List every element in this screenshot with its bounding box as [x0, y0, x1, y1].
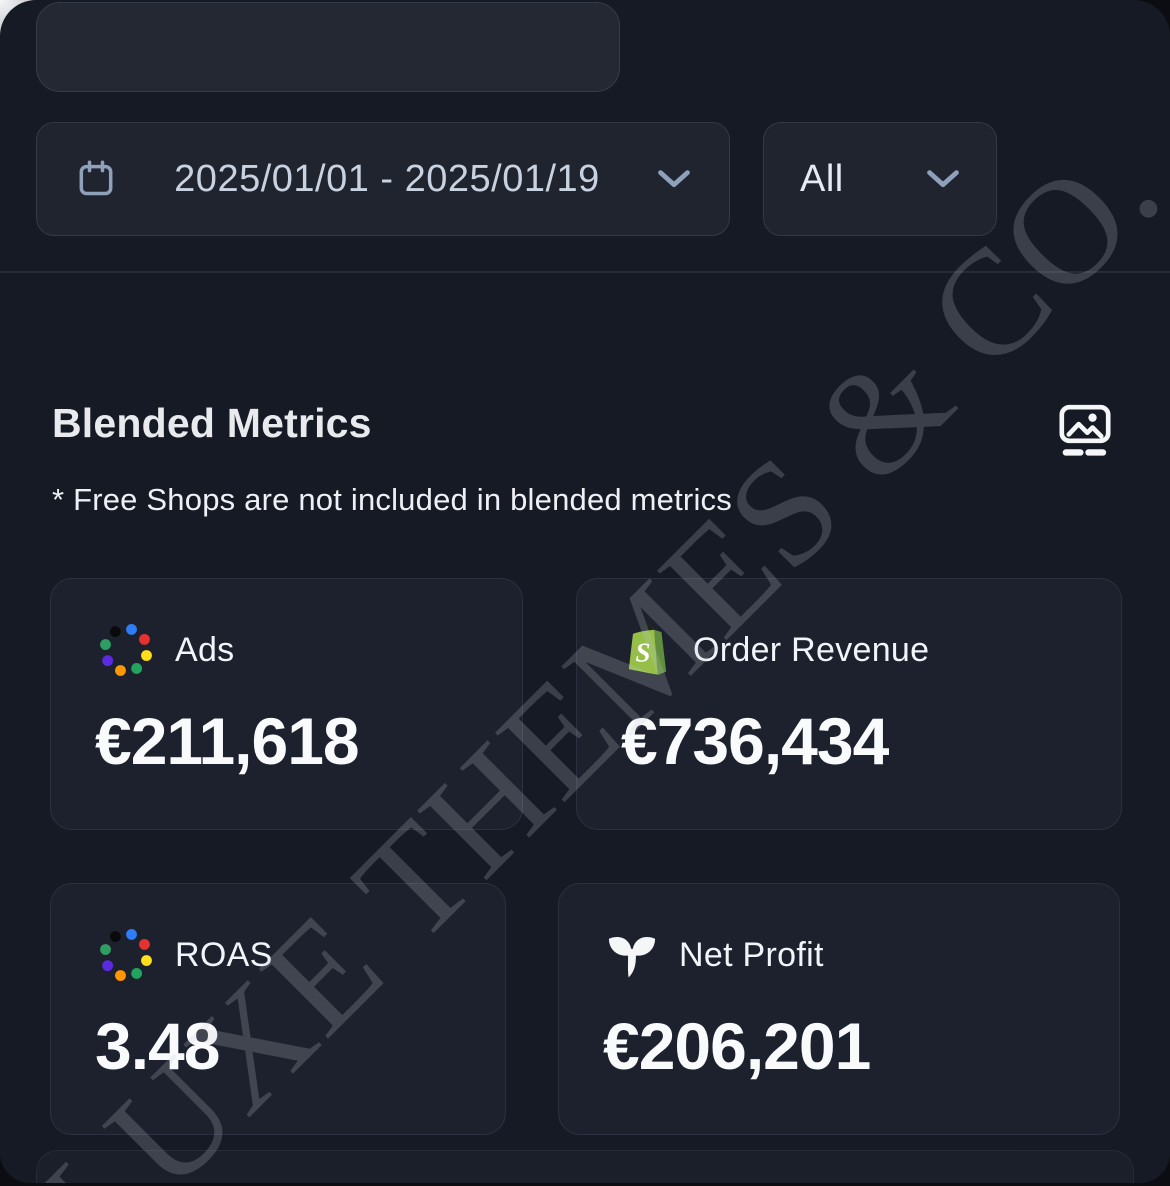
shop-filter-label: All	[800, 157, 844, 200]
ads-dots-icon	[97, 621, 155, 679]
screenshot-image-icon[interactable]	[1056, 404, 1114, 458]
metric-value: €211,618	[95, 704, 360, 778]
shopify-bag-icon: S	[623, 622, 673, 678]
ads-dots-icon	[97, 926, 155, 984]
next-section-top-edge	[36, 1150, 1134, 1183]
metric-card-net-profit: Net Profit €206,201	[558, 883, 1120, 1135]
metric-value: €206,201	[603, 1009, 871, 1083]
metric-label: Order Revenue	[693, 630, 930, 669]
metric-card-ads: Ads €211,618	[50, 578, 523, 830]
chevron-down-icon	[657, 169, 691, 189]
section-title: Blended Metrics	[52, 400, 372, 446]
shop-filter-button[interactable]: All	[763, 122, 997, 236]
section-note: * Free Shops are not included in blended…	[52, 482, 732, 517]
metric-value: 3.48	[95, 1009, 220, 1083]
whale-tail-icon	[605, 928, 659, 982]
date-range-button[interactable]: 2025/01/01 - 2025/01/19	[36, 122, 730, 236]
metric-label: Net Profit	[679, 935, 824, 974]
svg-text:S: S	[636, 637, 651, 667]
date-range-label: 2025/01/01 - 2025/01/19	[174, 157, 600, 200]
section-divider	[0, 271, 1170, 273]
chevron-down-icon	[926, 169, 960, 189]
metric-label: Ads	[175, 630, 235, 669]
metric-value: €736,434	[621, 704, 889, 778]
metric-label: ROAS	[175, 935, 273, 974]
metric-card-order-revenue: S Order Revenue €736,434	[576, 578, 1122, 830]
top-cutoff-card	[36, 2, 620, 92]
metric-card-roas: ROAS 3.48	[50, 883, 506, 1135]
calendar-icon	[75, 158, 117, 200]
